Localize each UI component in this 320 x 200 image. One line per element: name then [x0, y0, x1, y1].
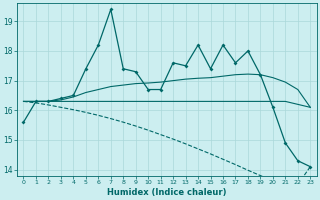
X-axis label: Humidex (Indice chaleur): Humidex (Indice chaleur) — [107, 188, 227, 197]
